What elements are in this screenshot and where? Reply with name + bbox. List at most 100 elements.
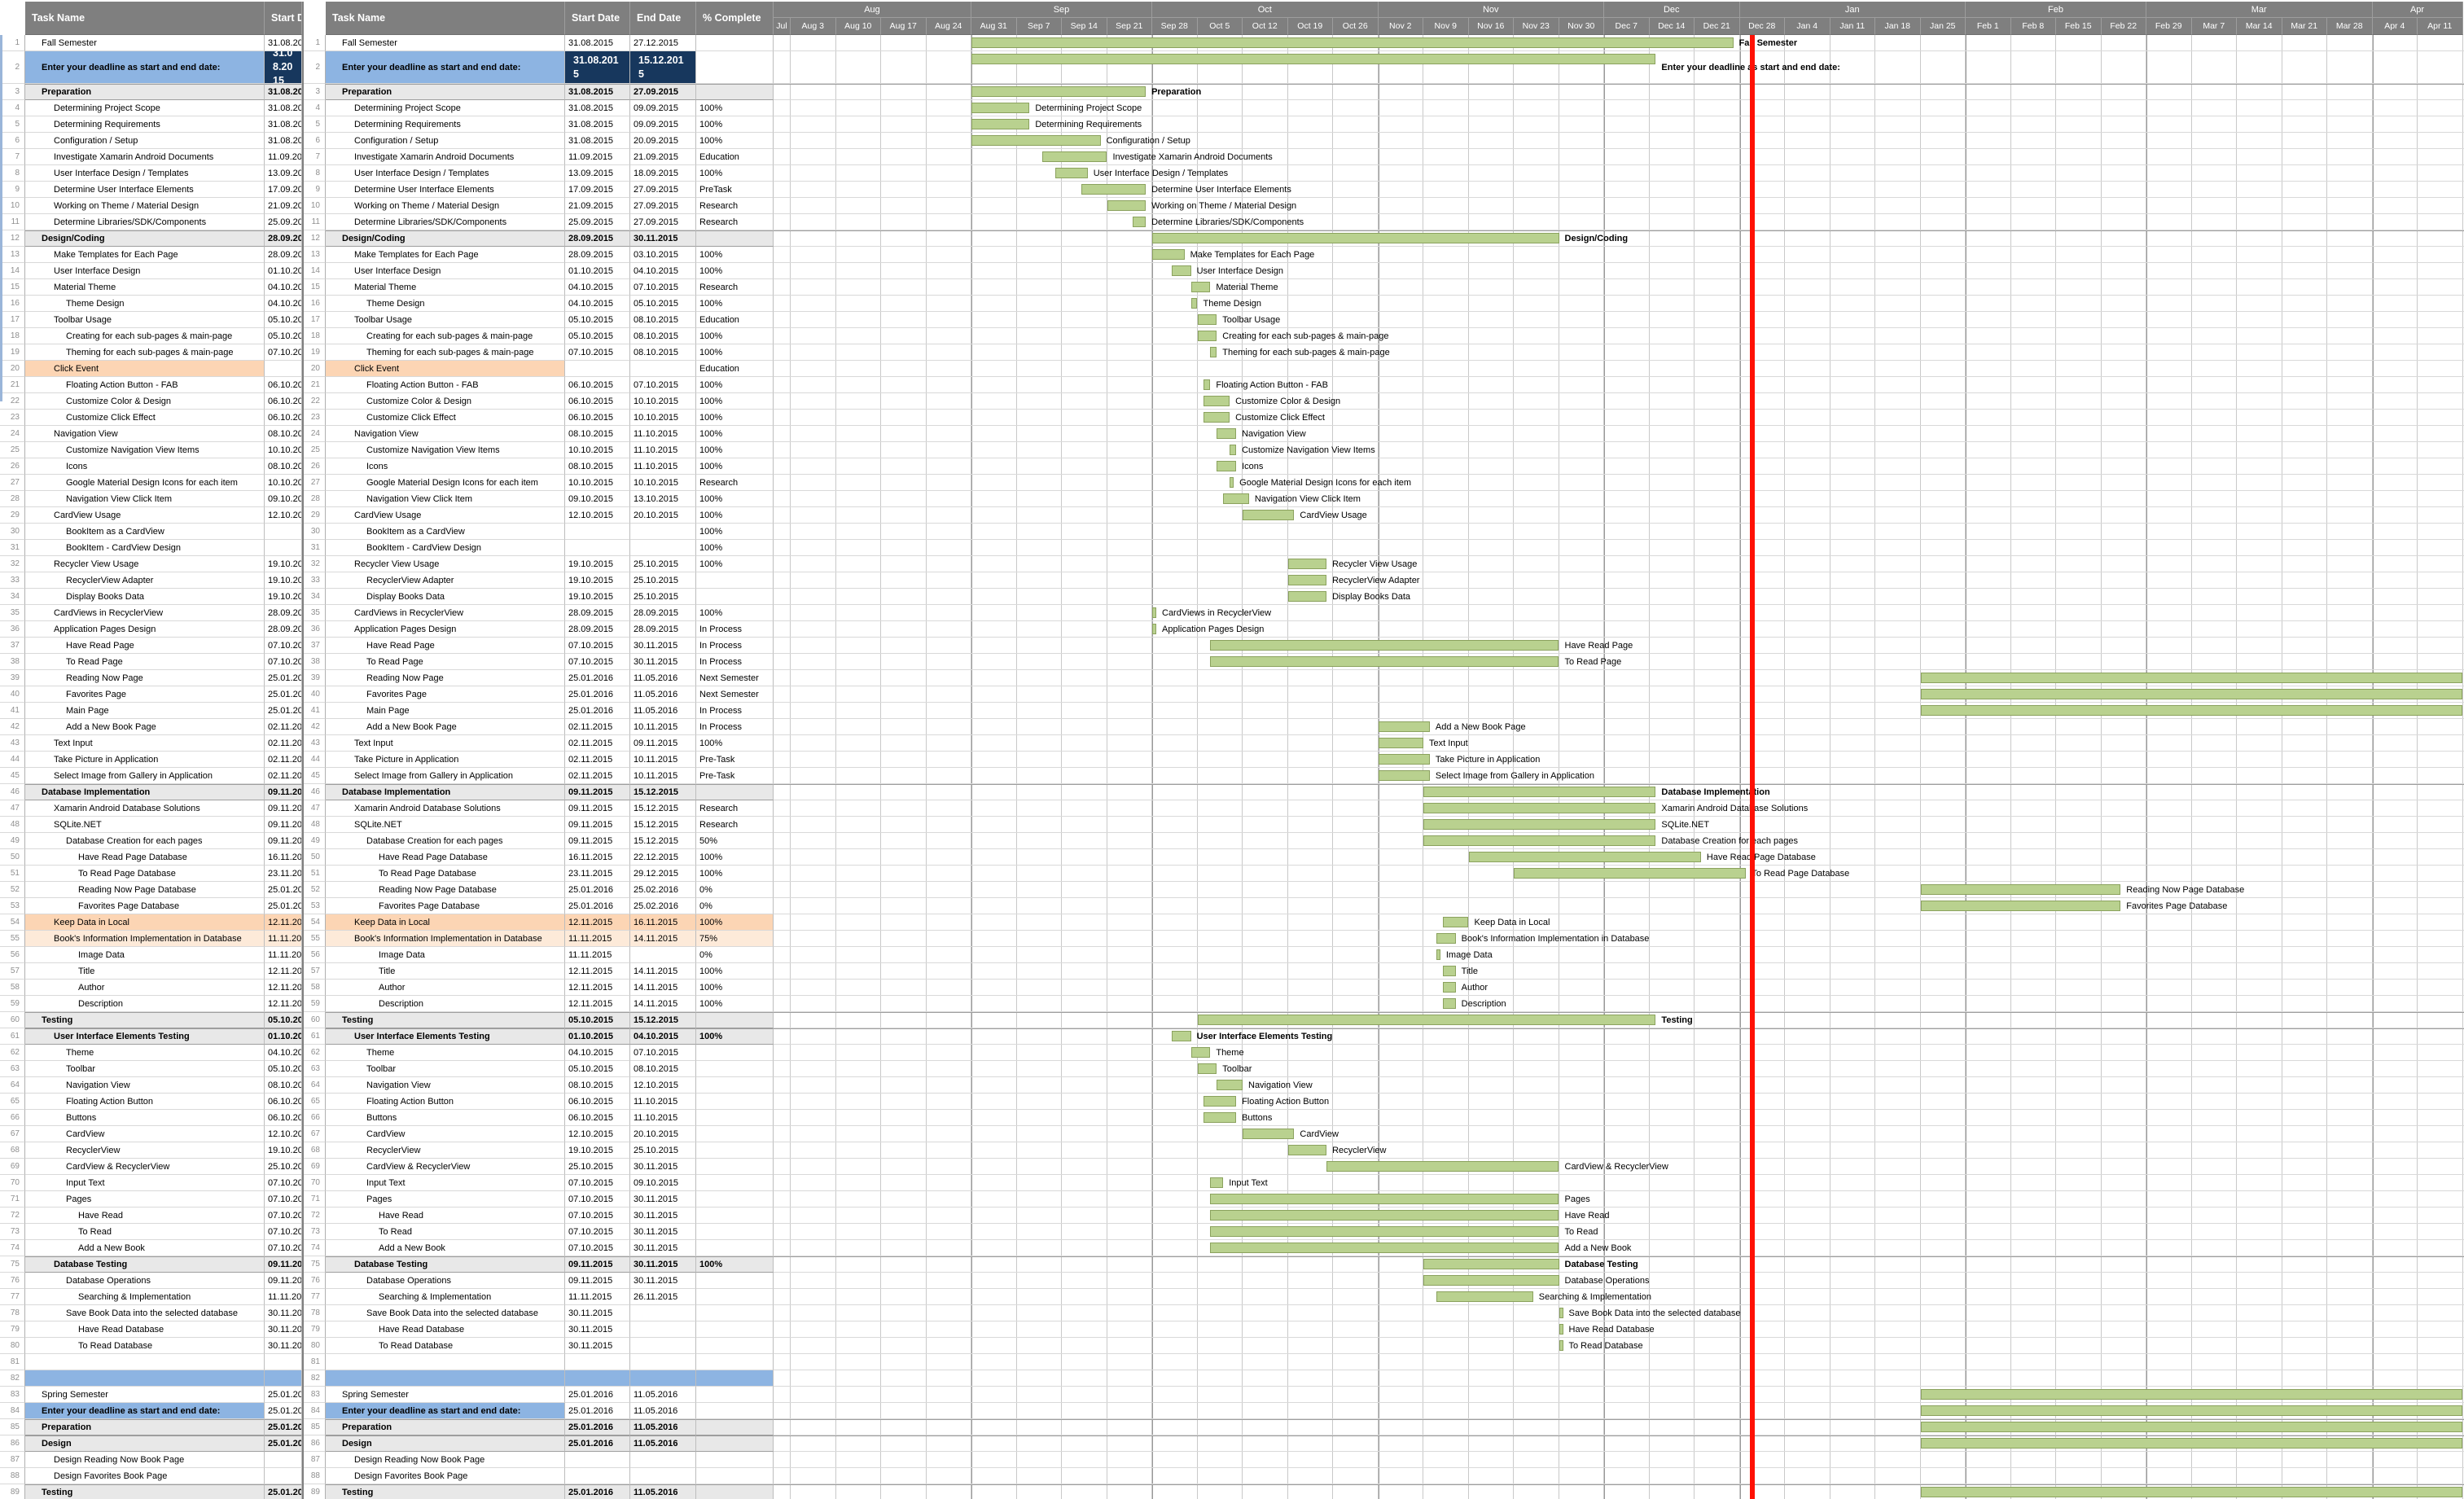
task-name-cell[interactable] bbox=[25, 1370, 265, 1387]
timeline-week-header[interactable]: Oct 12 bbox=[1243, 18, 1288, 35]
row-number[interactable]: 86 bbox=[0, 1435, 25, 1452]
start-date-cell[interactable]: 25.01.2016 bbox=[565, 1484, 630, 1499]
start-date-cell[interactable] bbox=[265, 361, 302, 377]
end-date-cell[interactable]: 08.10.2015 bbox=[630, 328, 696, 344]
start-date-cell[interactable]: 09.11.2015 bbox=[265, 800, 302, 817]
start-date-cell[interactable]: 04.10.2015 bbox=[565, 279, 630, 296]
row-number[interactable]: 44 bbox=[0, 752, 25, 768]
end-date-cell[interactable]: 15.12.2015 bbox=[630, 800, 696, 817]
percent-complete-cell[interactable]: PreTask bbox=[696, 182, 774, 198]
percent-complete-cell[interactable] bbox=[696, 1175, 774, 1191]
row-number[interactable]: 10 bbox=[304, 198, 326, 214]
task-name-cell[interactable]: Navigation View bbox=[326, 426, 565, 442]
percent-complete-cell[interactable]: 100% bbox=[696, 100, 774, 116]
task-name-cell[interactable]: Customize Click Effect bbox=[25, 410, 265, 426]
start-date-cell[interactable]: 31.08.2015 bbox=[565, 35, 630, 51]
row-number[interactable]: 75 bbox=[304, 1256, 326, 1273]
timeline-month-header[interactable]: Oct bbox=[1152, 2, 1379, 18]
start-date-cell[interactable]: 25.01.2016 bbox=[265, 670, 302, 686]
percent-complete-cell[interactable]: 100% bbox=[696, 116, 774, 133]
end-date-cell[interactable]: 28.09.2015 bbox=[630, 605, 696, 621]
end-date-cell[interactable]: 15.12.2015 bbox=[630, 833, 696, 849]
task-name-cell[interactable]: Enter your deadline as start and end dat… bbox=[326, 1403, 565, 1419]
start-date-cell[interactable]: 07.10.2015 bbox=[265, 1208, 302, 1224]
timeline-week-header[interactable]: Oct 5 bbox=[1198, 18, 1243, 35]
task-name-cell[interactable]: Take Picture in Application bbox=[326, 752, 565, 768]
chart-row[interactable] bbox=[774, 165, 2464, 182]
start-date-cell[interactable]: 28.09.2015 bbox=[265, 605, 302, 621]
task-name-cell[interactable]: Preparation bbox=[326, 1419, 565, 1435]
gantt-bar[interactable] bbox=[1243, 510, 1294, 520]
gantt-bar[interactable] bbox=[1198, 331, 1217, 341]
task-name-cell[interactable]: Buttons bbox=[25, 1110, 265, 1126]
task-name-cell[interactable]: Testing bbox=[25, 1484, 265, 1499]
row-number[interactable]: 12 bbox=[0, 230, 25, 247]
row-number[interactable]: 62 bbox=[304, 1045, 326, 1061]
task-name-cell[interactable]: Reading Now Page bbox=[25, 670, 265, 686]
gantt-bar[interactable] bbox=[1288, 591, 1327, 602]
start-date-cell[interactable]: 25.01.2016 bbox=[265, 1419, 302, 1435]
gantt-bar[interactable] bbox=[1217, 1080, 1243, 1090]
percent-complete-cell[interactable]: Next Semester bbox=[696, 670, 774, 686]
timeline-week-header[interactable]: Mar 21 bbox=[2282, 18, 2328, 35]
row-number[interactable]: 72 bbox=[0, 1208, 25, 1224]
task-name-cell[interactable]: Add a New Book Page bbox=[326, 719, 565, 735]
timeline-week-header[interactable]: Dec 14 bbox=[1650, 18, 1695, 35]
row-number[interactable]: 39 bbox=[0, 670, 25, 686]
task-name-cell[interactable]: Have Read bbox=[326, 1208, 565, 1224]
row-number[interactable]: 36 bbox=[0, 621, 25, 638]
end-date-cell[interactable]: 20.09.2015 bbox=[630, 133, 696, 149]
task-name-cell[interactable]: Material Theme bbox=[25, 279, 265, 296]
task-name-cell[interactable]: Determine User Interface Elements bbox=[25, 182, 265, 198]
gantt-bar[interactable] bbox=[1423, 787, 1655, 797]
row-number[interactable]: 50 bbox=[0, 849, 25, 866]
gantt-bar[interactable] bbox=[1423, 835, 1655, 846]
task-name-cell[interactable]: CardViews in RecyclerView bbox=[25, 605, 265, 621]
percent-complete-cell[interactable]: 100% bbox=[696, 442, 774, 458]
task-name-cell[interactable]: Theming for each sub-pages & main-page bbox=[25, 344, 265, 361]
task-name-cell[interactable]: Add a New Book bbox=[25, 1240, 265, 1256]
task-name-cell[interactable]: Google Material Design Icons for each it… bbox=[326, 475, 565, 491]
percent-complete-cell[interactable]: 100% bbox=[696, 556, 774, 572]
row-number[interactable]: 86 bbox=[304, 1435, 326, 1452]
percent-complete-cell[interactable]: Research bbox=[696, 475, 774, 491]
start-date-cell[interactable]: 02.11.2015 bbox=[565, 719, 630, 735]
task-name-cell[interactable]: Save Book Data into the selected databas… bbox=[25, 1305, 265, 1321]
end-date-cell[interactable]: 04.10.2015 bbox=[630, 263, 696, 279]
task-name-cell[interactable]: Add a New Book Page bbox=[25, 719, 265, 735]
task-name-cell[interactable]: Theme Design bbox=[326, 296, 565, 312]
row-number[interactable]: 1 bbox=[0, 35, 25, 51]
start-date-cell[interactable]: 07.10.2015 bbox=[565, 1240, 630, 1256]
percent-complete-cell[interactable]: 100% bbox=[696, 165, 774, 182]
row-number[interactable]: 14 bbox=[304, 263, 326, 279]
gantt-bar[interactable] bbox=[1514, 868, 1746, 879]
task-name-cell[interactable]: BookItem - CardView Design bbox=[326, 540, 565, 556]
start-date-cell[interactable]: 25.01.2016 bbox=[565, 1419, 630, 1435]
start-date-cell[interactable]: 07.10.2015 bbox=[265, 1175, 302, 1191]
start-date-cell[interactable]: 21.09.2015 bbox=[265, 198, 302, 214]
end-date-cell[interactable]: 09.10.2015 bbox=[630, 1175, 696, 1191]
gantt-bar[interactable] bbox=[1423, 1259, 1559, 1269]
start-date-cell[interactable]: 19.10.2015 bbox=[565, 572, 630, 589]
start-date-cell[interactable]: 25.01.2016 bbox=[265, 1387, 302, 1403]
gantt-bar[interactable] bbox=[1436, 933, 1456, 944]
start-date-cell[interactable]: 04.10.2015 bbox=[565, 296, 630, 312]
start-date-cell[interactable]: 25.01.2016 bbox=[565, 670, 630, 686]
percent-complete-cell[interactable] bbox=[696, 1208, 774, 1224]
start-date-cell[interactable] bbox=[265, 524, 302, 540]
task-name-cell[interactable]: Fall Semester bbox=[25, 35, 265, 51]
start-date-cell[interactable]: 06.10.2015 bbox=[565, 377, 630, 393]
task-name-cell[interactable]: Customize Click Effect bbox=[326, 410, 565, 426]
task-name-cell[interactable]: Design Reading Now Book Page bbox=[326, 1452, 565, 1468]
end-date-cell[interactable]: 28.09.2015 bbox=[630, 621, 696, 638]
percent-complete-cell[interactable]: 100% bbox=[696, 458, 774, 475]
end-date-cell[interactable]: 22.12.2015 bbox=[630, 849, 696, 866]
start-date-cell[interactable]: 06.10.2015 bbox=[265, 393, 302, 410]
start-date-cell[interactable]: 07.10.2015 bbox=[265, 344, 302, 361]
timeline-week-header[interactable]: Aug 24 bbox=[927, 18, 972, 35]
start-date-cell[interactable]: 30.11.2015 bbox=[565, 1338, 630, 1354]
row-number[interactable]: 29 bbox=[304, 507, 326, 524]
task-name-cell[interactable]: Title bbox=[326, 963, 565, 980]
task-name-cell[interactable]: RecyclerView bbox=[326, 1142, 565, 1159]
end-date-cell[interactable]: 14.11.2015 bbox=[630, 963, 696, 980]
